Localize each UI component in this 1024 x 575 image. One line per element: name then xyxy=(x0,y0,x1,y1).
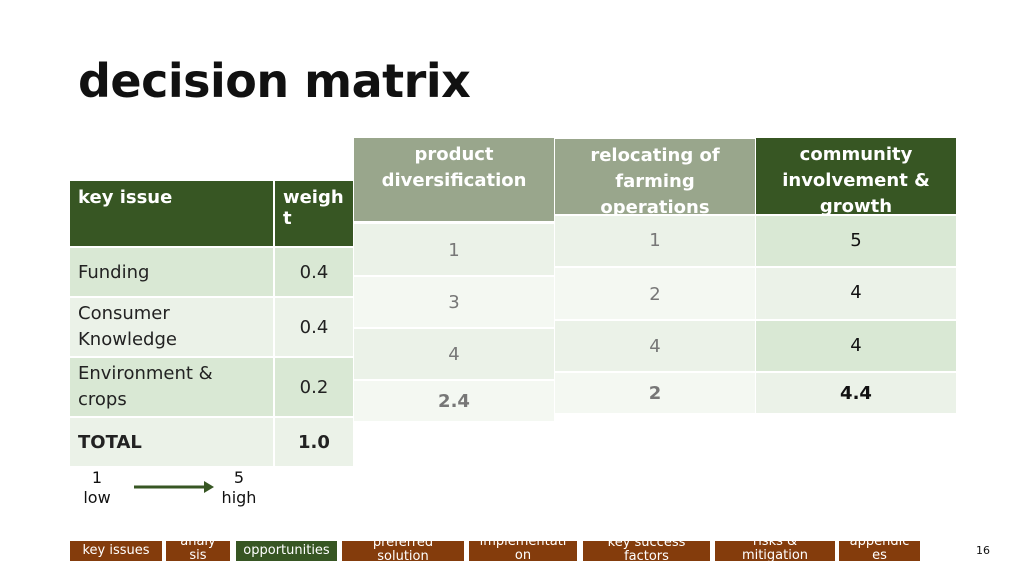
nav-label: appendices xyxy=(849,541,910,561)
nav-label: risks & mitigation xyxy=(741,541,809,561)
row-issue: Consumer Knowledge xyxy=(70,297,275,358)
option-column-relocating-farming: relocating of farming operations 1 2 4 2 xyxy=(555,139,755,415)
option-total: 2 xyxy=(555,373,755,415)
legend-low-label: low xyxy=(83,488,111,507)
header-weight: weigh t xyxy=(273,181,353,248)
row-issue: TOTAL xyxy=(70,417,275,468)
table-row: Consumer Knowledge 0.4 xyxy=(70,297,353,358)
option-score: 5 xyxy=(756,216,956,268)
row-weight: 0.2 xyxy=(273,357,353,418)
nav-key-issues[interactable]: key issues xyxy=(70,541,162,561)
option-score: 4 xyxy=(354,329,554,381)
option-total: 4.4 xyxy=(756,373,956,415)
legend-low: 1 low xyxy=(80,468,114,508)
row-weight: 0.4 xyxy=(273,247,353,298)
option-score: 4 xyxy=(555,321,755,373)
option-column-product-diversification: product diversification 1 3 4 2.4 xyxy=(354,138,554,423)
legend-low-value: 1 xyxy=(91,468,103,487)
table-row: Funding 0.4 xyxy=(70,247,353,298)
option-header: product diversification xyxy=(354,138,554,224)
nav-risks-mitigation[interactable]: risks & mitigation xyxy=(715,541,835,561)
row-weight: 0.4 xyxy=(273,297,353,358)
nav-label: implementation xyxy=(479,541,567,561)
option-score: 4 xyxy=(756,268,956,321)
page-number: 16 xyxy=(976,544,990,557)
option-score: 4 xyxy=(756,321,956,373)
key-issue-table: key issue weigh t Funding 0.4 Consumer K… xyxy=(70,181,353,468)
nav-analysis[interactable]: analysis xyxy=(166,541,230,561)
option-score: 1 xyxy=(354,224,554,277)
nav-preferred-solution[interactable]: preferred solution xyxy=(342,541,464,561)
row-weight: 1.0 xyxy=(273,417,353,468)
page-title: decision matrix xyxy=(78,54,471,108)
table-header-row: key issue weigh t xyxy=(70,181,353,248)
option-header: relocating of farming operations xyxy=(555,139,755,216)
legend-high-value: 5 xyxy=(233,468,245,487)
nav-key-success-factors[interactable]: key success factors xyxy=(583,541,710,561)
table-row: Environment & crops 0.2 xyxy=(70,357,353,418)
nav-opportunities[interactable]: opportunities xyxy=(236,541,337,561)
nav-appendices[interactable]: appendices xyxy=(839,541,920,561)
row-issue: Environment & crops xyxy=(70,357,275,418)
legend-high: 5 high xyxy=(219,468,259,508)
header-key-issue: key issue xyxy=(70,181,275,248)
nav-label: preferred solution xyxy=(372,541,434,561)
legend-high-label: high xyxy=(221,488,257,507)
option-score: 1 xyxy=(555,216,755,268)
option-header: community involvement & growth xyxy=(756,138,956,216)
option-score: 2 xyxy=(555,268,755,321)
option-total: 2.4 xyxy=(354,381,554,423)
option-column-community-involvement: community involvement & growth 5 4 4 4.4 xyxy=(756,138,956,415)
nav-label: analysis xyxy=(180,541,216,561)
row-issue: Funding xyxy=(70,247,275,298)
nav-label: key success factors xyxy=(607,541,686,561)
nav-implementation[interactable]: implementation xyxy=(469,541,577,561)
legend-arrow-icon xyxy=(134,481,214,493)
option-score: 3 xyxy=(354,277,554,329)
table-row-total: TOTAL 1.0 xyxy=(70,417,353,468)
